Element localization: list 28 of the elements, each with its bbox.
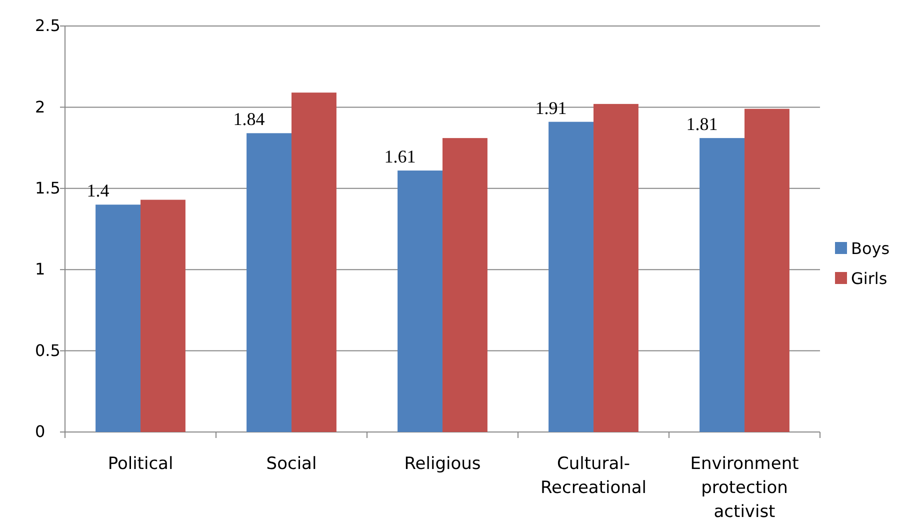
bar (246, 133, 292, 432)
legend-label: Girls (851, 269, 888, 288)
bar (96, 204, 140, 432)
data-label: 1.61 (384, 146, 416, 167)
bar (744, 108, 790, 432)
bar (548, 122, 594, 432)
x-tick-label: Social (266, 454, 317, 474)
x-tick-label: Cultural-Recreational (540, 454, 647, 498)
bar (398, 170, 442, 432)
data-label: 1.84 (233, 109, 265, 130)
bar (700, 138, 744, 432)
legend-label: Boys (851, 239, 890, 258)
x-tick-label: Religious (404, 454, 481, 474)
y-tick-label: 1.5 (35, 178, 60, 198)
data-label: 1.81 (686, 114, 718, 134)
x-tick-label: Environment protection activist (690, 454, 800, 522)
y-tick-label: 2.5 (35, 16, 60, 36)
x-tick-label: Political (108, 454, 174, 474)
bar (140, 200, 186, 432)
bar (442, 138, 488, 432)
bar (594, 104, 638, 432)
y-tick-label: 0.5 (35, 340, 60, 360)
data-label: 1.4 (86, 180, 110, 201)
y-tick-label: 2 (35, 97, 46, 116)
y-tick-label: 0 (35, 422, 46, 442)
bar (292, 92, 336, 432)
y-tick-label: 1 (35, 260, 46, 279)
data-label: 1.91 (535, 98, 567, 118)
